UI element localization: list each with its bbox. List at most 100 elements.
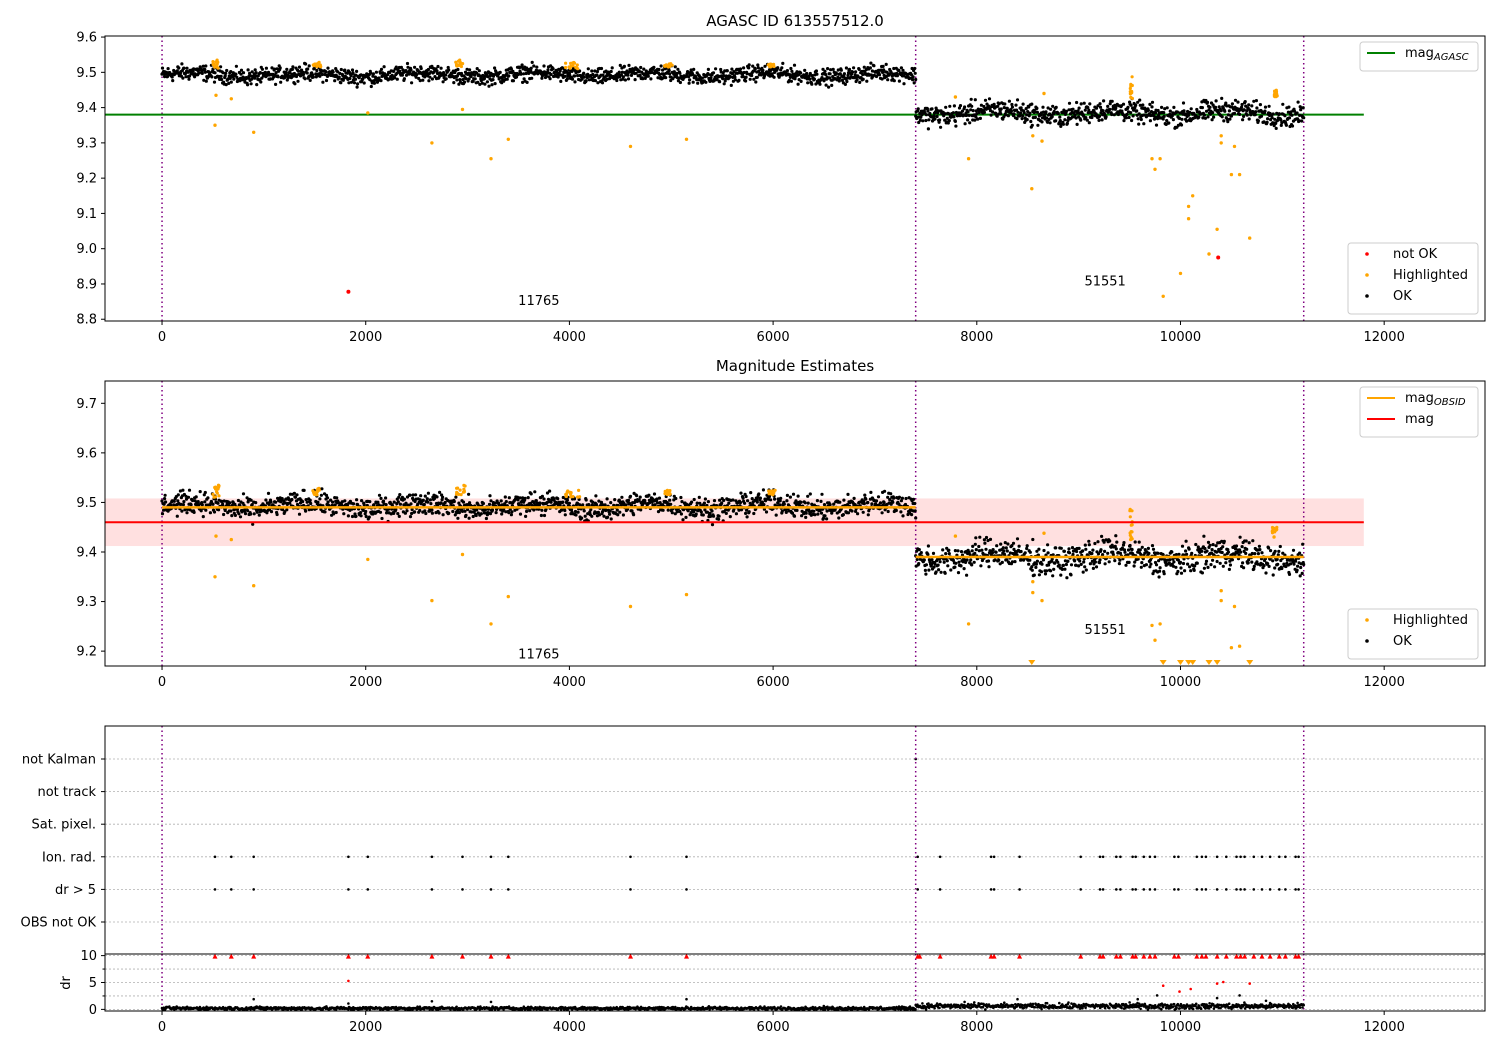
agasc-ok-point (296, 79, 300, 83)
agasc-ok-point (852, 66, 856, 70)
agasc-ok-point (634, 71, 638, 75)
agasc-ok-point (999, 112, 1003, 116)
agasc-ok-point (1086, 105, 1090, 110)
estimates-ok-point (212, 510, 217, 514)
estimates-ok-point (1090, 551, 1094, 556)
estimates-ok-point (983, 541, 987, 545)
agasc-ok-point (393, 76, 397, 80)
agasc-ok-point (250, 70, 254, 74)
agasc-ok-point (1097, 114, 1102, 118)
estimates-ok-point (819, 511, 824, 515)
agasc-obsid-label: 51551 (1084, 275, 1125, 290)
agasc-ok-point (1025, 118, 1029, 122)
flags-point (1239, 855, 1242, 859)
agasc-ok-point (593, 79, 598, 83)
agasc-highlighted-point (1030, 187, 1034, 191)
estimates-ok-point (1103, 562, 1107, 566)
agasc-ok-point (312, 66, 316, 71)
estimates-highlighted-point (458, 488, 462, 492)
estimates-highlighted-point (564, 492, 568, 497)
estimates-ok-point (274, 500, 278, 504)
estimates-ok-point (778, 503, 782, 507)
agasc-ok-point (1255, 106, 1259, 110)
estimates-ok-point (1150, 544, 1155, 548)
estimates-ok-point (1195, 561, 1199, 565)
agasc-ok-point (667, 68, 671, 73)
agasc-ok-point (1015, 117, 1019, 121)
estimates-ok-point (1025, 544, 1029, 548)
agasc-ok-point (969, 97, 973, 101)
estimates-ok-point (1287, 572, 1292, 577)
agasc-ok-point (521, 80, 525, 84)
estimates-ok-point (639, 508, 643, 512)
agasc-ok-point (410, 81, 414, 85)
flags-row-label: dr > 5 (55, 883, 96, 898)
estimates-ok-point (413, 510, 417, 514)
estimates-ok-point (1241, 561, 1245, 565)
agasc-ok-point (1090, 114, 1094, 118)
estimates-ok-point (720, 501, 724, 505)
agasc-ok-point (722, 74, 726, 78)
estimates-ok-point (670, 511, 674, 515)
estimates-ok-point (842, 498, 846, 502)
estimates-ok-point (712, 499, 717, 503)
flags-row-label: Ion. rad. (42, 850, 96, 865)
agasc-ok-point (509, 67, 513, 71)
agasc-ok-point (857, 67, 861, 71)
agasc-ok-point (1058, 119, 1062, 123)
estimates-ok-point (603, 503, 607, 507)
estimates-ok-point (1301, 542, 1305, 546)
agasc-ok-point (827, 85, 831, 89)
agasc-ok-point (642, 67, 646, 71)
agasc-ok-point (228, 76, 232, 80)
agasc-ok-point (1254, 99, 1258, 103)
estimates-ok-point (233, 513, 237, 518)
agasc-ok-point (951, 111, 956, 115)
estimates-ok-point (804, 511, 808, 515)
estimates-ok-point (186, 495, 191, 499)
agasc-ok-point (969, 108, 973, 112)
agasc-ok-point (986, 104, 991, 108)
agasc-highlighted-point (1178, 271, 1183, 276)
agasc-ok-point (379, 79, 383, 83)
estimates-ok-point (1250, 560, 1254, 564)
agasc-ok-point (505, 77, 509, 81)
estimates-ok-point (1146, 546, 1150, 551)
agasc-ok-point (258, 71, 262, 75)
agasc-ok-point (522, 77, 526, 81)
agasc-ok-point (1226, 120, 1230, 124)
agasc-ok-point (1033, 110, 1037, 114)
estimates-ok-point (1051, 574, 1055, 578)
agasc-ok-point (831, 75, 835, 79)
agasc-ok-point (210, 75, 214, 79)
estimates-ok-point (524, 514, 528, 519)
agasc-ok-point (475, 67, 479, 71)
agasc-ok-point (224, 71, 228, 75)
agasc-highlighted-point (1130, 91, 1134, 95)
estimates-ok-point (493, 501, 497, 505)
agasc-ok-point (1228, 117, 1232, 121)
agasc-ok-point (1024, 107, 1028, 111)
estimates-ok-point (974, 536, 978, 540)
agasc-ok-point (987, 97, 992, 101)
agasc-ok-point (1040, 120, 1044, 124)
agasc-ok-point (290, 67, 294, 71)
agasc-ok-point (418, 79, 422, 83)
estimates-x-tick-label: 10000 (1160, 675, 1201, 690)
agasc-ok-point (490, 83, 494, 87)
agasc-ok-point (1300, 119, 1304, 123)
estimates-ok-point (788, 495, 793, 499)
estimates-ok-point (1106, 551, 1110, 555)
agasc-ok-point (793, 77, 797, 81)
agasc-highlighted-point (1040, 139, 1044, 143)
agasc-ok-point (966, 118, 970, 122)
agasc-ok-point (1028, 111, 1032, 115)
estimates-highlighted-point (1130, 523, 1134, 527)
agasc-ok-point (826, 67, 830, 71)
estimates-ok-point (674, 496, 678, 501)
estimates-highlighted-point (1219, 598, 1223, 603)
estimates-ok-point (451, 509, 455, 514)
agasc-ok-point (1136, 100, 1140, 104)
agasc-ok-point (946, 121, 950, 125)
estimates-ok-point (1187, 547, 1191, 551)
